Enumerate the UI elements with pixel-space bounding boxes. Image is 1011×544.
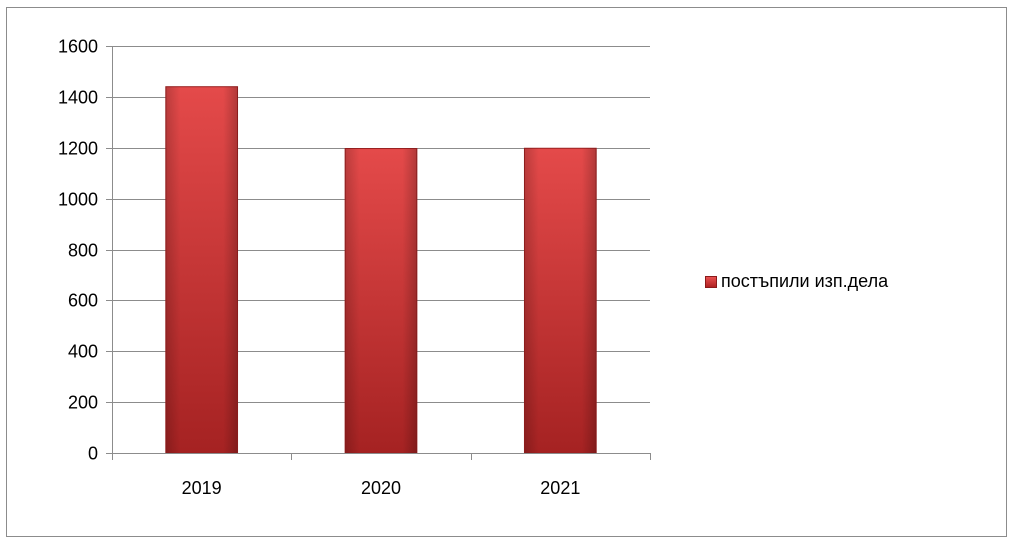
- y-tick-label: 800: [68, 241, 98, 261]
- x-tick-label: 2021: [540, 478, 580, 498]
- legend-label: постъпили изп.дела: [721, 271, 889, 291]
- bar-shade-2019: [165, 86, 238, 453]
- x-tick-label: 2020: [361, 478, 401, 498]
- y-tick-label: 0: [88, 444, 98, 464]
- y-tick-label: 1000: [58, 190, 98, 210]
- legend: постъпили изп.дела: [705, 271, 888, 292]
- y-tick-label: 1600: [58, 37, 98, 57]
- y-tick-label: 1400: [58, 88, 98, 108]
- bar-shade-2020: [345, 148, 417, 453]
- y-tick-label: 400: [68, 342, 98, 362]
- bar-shade-2021: [524, 148, 597, 454]
- y-tick-label: 200: [68, 393, 98, 413]
- legend-swatch: [705, 275, 717, 288]
- y-tick-label: 1200: [58, 139, 98, 159]
- x-tick-label: 2019: [182, 478, 222, 498]
- y-tick-label: 600: [68, 291, 98, 311]
